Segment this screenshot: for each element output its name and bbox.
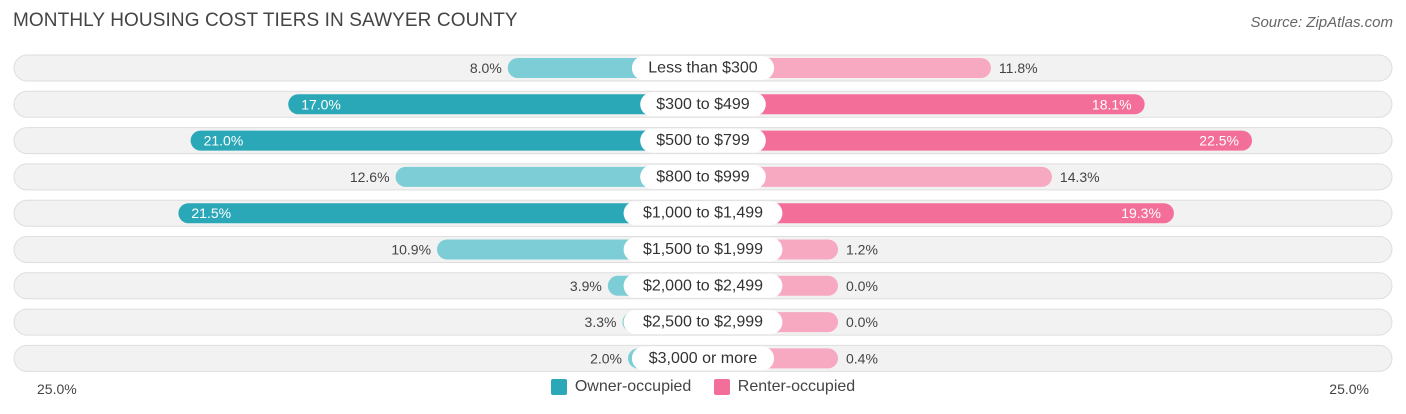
renter-value-label: 14.3%	[1060, 169, 1100, 185]
legend-item-renter: Renter-occupied	[713, 378, 856, 396]
owner-bar	[288, 94, 703, 115]
renter-value-label: 1.2%	[846, 242, 878, 258]
legend-label-owner: Owner-occupied	[574, 378, 692, 395]
owner-value-label: 21.0%	[204, 133, 244, 149]
renter-value-label: 18.1%	[1092, 96, 1132, 112]
owner-bar	[395, 166, 703, 187]
renter-value-label: 19.3%	[1121, 205, 1161, 221]
category-pill	[623, 237, 783, 262]
chart-title: MONTHLY HOUSING COST TIERS IN SAWYER COU…	[13, 10, 518, 31]
legend-swatch-owner	[550, 379, 567, 395]
category-pill	[623, 310, 783, 335]
renter-bar	[703, 203, 1174, 224]
category-pill	[623, 201, 783, 226]
category-label: $1,000 to $1,499	[643, 205, 763, 222]
category-pill	[631, 56, 775, 80]
renter-bar	[703, 166, 1052, 187]
owner-bar	[178, 203, 703, 224]
category-label: Less than $300	[648, 60, 758, 77]
category-pill	[640, 128, 766, 153]
renter-bar	[703, 58, 991, 78]
renter-value-label: 0.0%	[846, 278, 878, 294]
category-label: $2,500 to $2,999	[643, 314, 763, 331]
legend-label-renter: Renter-occupied	[737, 378, 856, 395]
axis-label-left: 25.0%	[37, 381, 77, 397]
legend: Owner-occupied Renter-occupied	[0, 378, 1406, 400]
owner-value-label: 12.6%	[350, 169, 390, 185]
owner-value-label: 3.3%	[585, 314, 617, 330]
category-label: $800 to $999	[656, 168, 750, 185]
owner-value-label: 2.0%	[590, 350, 622, 366]
renter-value-label: 0.4%	[846, 350, 878, 366]
renter-value-label: 22.5%	[1199, 133, 1239, 149]
category-pill	[640, 92, 766, 117]
category-pill	[640, 164, 766, 189]
category-label: $300 to $499	[656, 96, 750, 113]
owner-bar	[190, 130, 704, 151]
owner-value-label: 17.0%	[301, 96, 341, 112]
axis-label-right: 25.0%	[1329, 381, 1369, 397]
renter-value-label: 11.8%	[999, 60, 1038, 76]
category-label: $2,000 to $2,499	[643, 277, 763, 294]
owner-value-label: 10.9%	[391, 242, 431, 258]
renter-bar	[703, 130, 1252, 151]
owner-value-label: 8.0%	[470, 60, 502, 76]
owner-value-label: 21.5%	[191, 205, 231, 221]
category-pill	[631, 346, 775, 371]
owner-value-label: 3.9%	[570, 278, 602, 294]
category-label: $1,500 to $1,999	[643, 241, 763, 258]
legend-swatch-renter	[713, 379, 730, 395]
legend-item-owner: Owner-occupied	[550, 378, 692, 396]
renter-bar	[703, 94, 1145, 115]
category-pill	[623, 273, 783, 298]
renter-value-label: 0.0%	[846, 314, 878, 330]
category-label: $500 to $799	[656, 132, 750, 149]
chart-source: Source: ZipAtlas.com	[1250, 14, 1393, 31]
category-label: $3,000 or more	[649, 350, 758, 367]
